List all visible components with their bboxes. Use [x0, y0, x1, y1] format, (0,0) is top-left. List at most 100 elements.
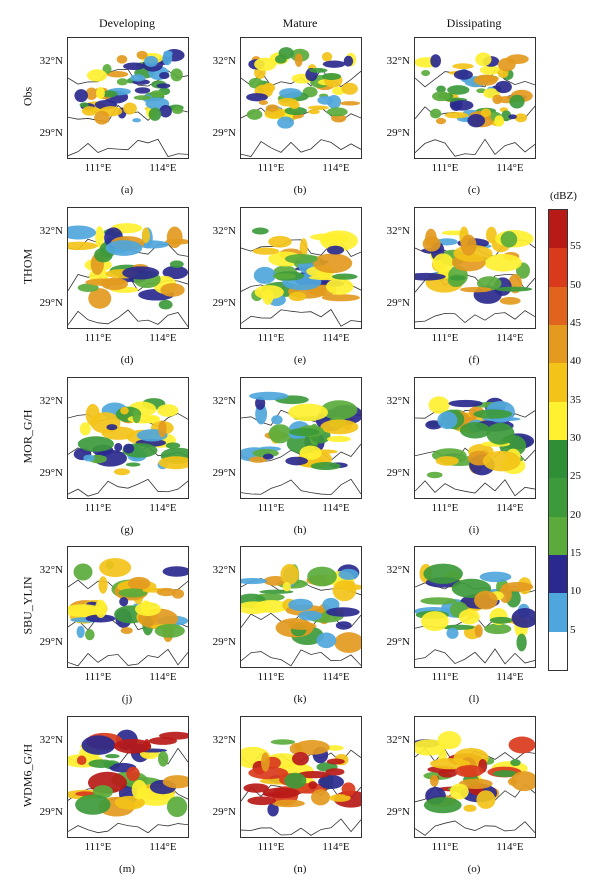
radar-panel: [414, 546, 536, 668]
y-tick-label: 32°N: [212, 734, 236, 746]
echo-cell: [423, 797, 462, 814]
echo-cell: [479, 65, 501, 75]
echo-cell: [127, 414, 159, 424]
y-tick-label: 29°N: [386, 467, 410, 479]
echo-cell: [455, 765, 484, 778]
echo-cell: [95, 226, 105, 248]
panel-caption: (o): [467, 863, 481, 875]
echo-cell: [494, 115, 505, 127]
radar-panel: [67, 716, 189, 838]
x-tick-label: 111°E: [257, 332, 285, 344]
echo-cell: [158, 420, 167, 438]
echo-cell: [159, 105, 172, 118]
echo-cell: [95, 87, 105, 100]
echo-cell: [131, 780, 147, 800]
echo-cell: [463, 804, 477, 812]
echo-cell: [479, 571, 512, 583]
x-tick-label: 114°E: [149, 332, 177, 344]
echo-cell: [437, 411, 458, 430]
echo-cell: [77, 436, 114, 452]
echo-cell: [114, 442, 123, 452]
echo-cell: [308, 781, 318, 790]
echo-cell: [501, 581, 534, 592]
echo-cell: [288, 291, 307, 302]
echo-cell: [126, 766, 140, 782]
echo-cell: [246, 93, 268, 102]
echo-cell: [474, 624, 483, 638]
echo-cell: [88, 759, 114, 769]
echo-cell: [421, 69, 431, 77]
echo-cell: [509, 94, 525, 109]
echo-cell: [307, 566, 337, 587]
radar-panel: [67, 377, 189, 499]
panel-caption: (l): [468, 693, 480, 705]
colorbar-tick-label: 40: [570, 355, 581, 368]
echo-cell: [280, 563, 299, 585]
x-tick-label: 111°E: [84, 671, 112, 683]
echo-cell: [258, 100, 269, 105]
echo-cell: [508, 736, 535, 754]
echo-cell: [449, 783, 469, 800]
echo-cell: [335, 621, 352, 630]
echo-cell: [68, 241, 98, 251]
echo-cell: [243, 783, 269, 793]
echo-cell: [272, 799, 305, 808]
y-tick-label: 32°N: [39, 395, 63, 407]
echo-cell: [170, 68, 183, 82]
echo-cell: [271, 415, 283, 425]
x-tick-label: 111°E: [84, 841, 112, 853]
echo-cell: [312, 253, 353, 274]
x-tick-label: 114°E: [322, 841, 350, 853]
echo-cell: [267, 802, 279, 817]
colorbar-tick-label: 5: [570, 623, 576, 636]
echo-cell: [141, 227, 150, 244]
echo-cell: [480, 108, 492, 118]
radar-panel: [67, 207, 189, 329]
panel-caption: (h): [293, 524, 307, 536]
echo-cell: [123, 62, 146, 71]
panel-caption: (n): [293, 863, 307, 875]
echo-cell: [79, 422, 91, 436]
y-tick-label: 29°N: [212, 467, 236, 479]
echo-cell: [162, 265, 188, 280]
echo-cell: [116, 78, 128, 86]
echo-cell: [136, 50, 148, 60]
x-tick-label: 114°E: [496, 671, 524, 683]
echo-cell: [166, 226, 183, 249]
echo-cell: [476, 790, 496, 809]
echo-cell: [162, 775, 188, 789]
echo-cell: [437, 731, 462, 750]
colorbar-segment: [549, 363, 567, 402]
echo-cell: [158, 456, 188, 470]
x-tick-label: 114°E: [322, 332, 350, 344]
echo-cell: [476, 276, 502, 291]
echo-cell: [85, 629, 95, 641]
column-title-dissipating: Dissipating: [446, 16, 502, 30]
colorbar-segment: [549, 516, 567, 555]
echo-cell: [248, 766, 289, 780]
x-tick-label: 114°E: [496, 841, 524, 853]
echo-cell: [334, 632, 361, 653]
echo-cell: [321, 73, 342, 81]
echo-cell: [148, 107, 162, 121]
echo-cell: [114, 795, 145, 810]
echo-cell: [508, 114, 517, 120]
echo-cell: [500, 231, 518, 248]
radar-panel: [240, 37, 362, 159]
echo-cell: [106, 71, 129, 78]
echo-cell: [486, 422, 515, 445]
echo-cell: [497, 57, 516, 72]
radar-panel: [240, 207, 362, 329]
echo-cell: [326, 607, 360, 617]
colorbar-tick-label: 50: [570, 278, 581, 291]
echo-cell: [343, 55, 354, 67]
x-tick-label: 111°E: [431, 332, 459, 344]
echo-cell: [429, 775, 439, 787]
echo-cell: [329, 794, 351, 802]
echo-cell: [113, 468, 131, 476]
echo-cell: [493, 770, 518, 778]
echo-cell: [325, 768, 345, 776]
echo-cell: [501, 110, 512, 122]
panel-caption: (e): [293, 354, 307, 366]
echo-cell: [262, 453, 274, 460]
